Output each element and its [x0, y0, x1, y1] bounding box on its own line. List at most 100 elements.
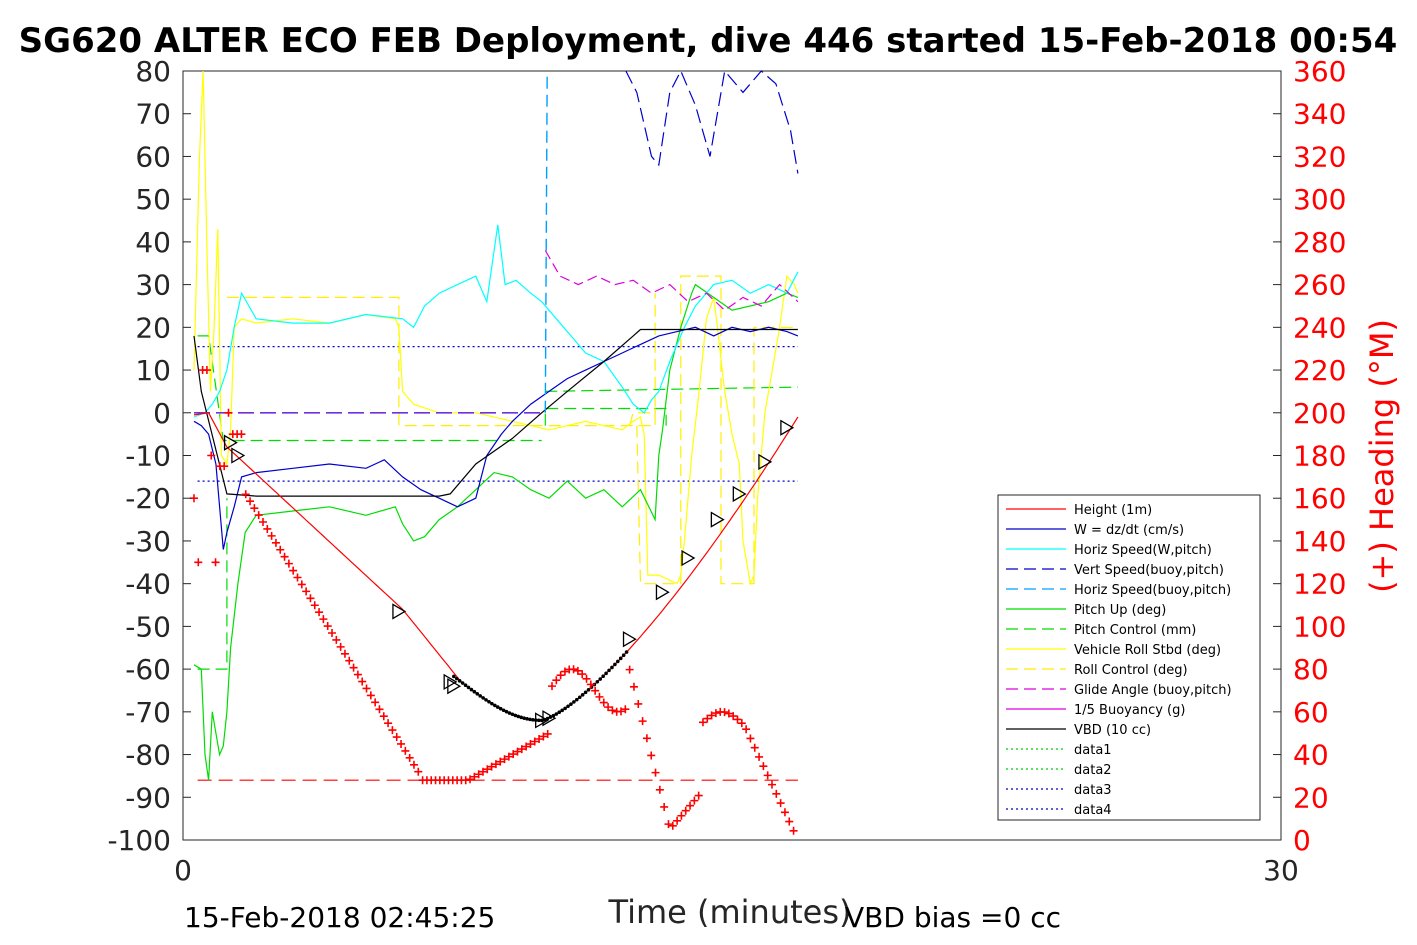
y-tick-label-right: 280 [1293, 226, 1346, 259]
vbd-dot [604, 671, 608, 676]
legend: Height (1m) W = dz/dt (cm/s) Horiz Speed(W… [997, 494, 1261, 821]
y-tick-label-right: 200 [1293, 397, 1346, 430]
heading-marker [651, 768, 660, 777]
heading-marker [353, 670, 362, 679]
heading-marker [625, 665, 634, 674]
vbd-dot [495, 705, 500, 709]
y-axis-label-right: (+) Heading (°M) [1363, 319, 1401, 593]
x-axis-label: Time (minutes) [608, 893, 852, 931]
heading-marker [194, 558, 203, 567]
heading-marker [586, 680, 595, 689]
vbd-dot [563, 706, 567, 711]
y-tick-label-right: 120 [1293, 568, 1346, 601]
vbd-dot [542, 717, 547, 722]
vbd-dot [557, 710, 562, 715]
heading-marker [694, 791, 703, 800]
footer-timestamp: 15-Feb-2018 02:45:25 [184, 901, 495, 934]
y-tick-label-left: -90 [125, 781, 171, 814]
vbd-dot [572, 700, 576, 704]
triangle-marker [443, 673, 458, 691]
y-tick-label-right: 40 [1293, 739, 1329, 772]
heading-marker [569, 665, 578, 674]
vbd-dot [534, 718, 538, 722]
heading-marker [414, 767, 423, 776]
heading-marker [573, 666, 582, 675]
vbd-dot [510, 712, 515, 717]
legend-label: data1 [1074, 743, 1112, 758]
heading-marker [543, 729, 552, 738]
vbd-dot [616, 659, 620, 664]
vbd-dot [490, 701, 494, 706]
heading-marker [388, 726, 397, 735]
heading-marker [703, 714, 712, 723]
vbd-dot [580, 693, 585, 697]
heading-marker [496, 757, 505, 766]
y-tick-label-right: 240 [1293, 311, 1346, 344]
heading-marker [258, 518, 267, 527]
vbd-dot [487, 699, 491, 704]
y-tick-label-left: 0 [153, 397, 171, 430]
heading-marker [349, 663, 358, 672]
heading-marker [608, 706, 617, 715]
legend-label: Pitch Control (mm) [1074, 623, 1196, 638]
heading-marker [310, 601, 319, 610]
footer-vbd-bias: VBD bias =0 cc [845, 901, 1061, 934]
y-tick-label-left: 10 [135, 354, 171, 387]
y-tick-label-left: -60 [125, 653, 171, 686]
legend-label: Glide Angle (buoy,pitch) [1074, 683, 1232, 698]
heading-marker [535, 734, 544, 743]
heading-marker [297, 580, 306, 589]
y-tick-label-left: -70 [125, 696, 171, 729]
vert-speed-buoy-line [625, 69, 799, 174]
y-tick-label-left: 30 [135, 269, 171, 302]
heading-marker [401, 746, 410, 755]
heading-marker [686, 801, 695, 810]
heading-marker [548, 682, 557, 691]
pitch-control-line [545, 386, 798, 392]
heading-marker [362, 684, 371, 693]
heading-marker [461, 776, 470, 785]
triangle-marker [758, 453, 773, 471]
triangle-marker [780, 419, 795, 436]
vbd-dot [501, 708, 506, 713]
y-tick-label-right: 80 [1293, 653, 1329, 686]
heading-marker [293, 573, 302, 582]
vbd-dot [484, 698, 488, 702]
x-tick-label: 0 [174, 854, 192, 887]
vbd-dot [624, 650, 629, 654]
y-tick-label-left: 60 [135, 140, 171, 173]
y-tick-label-left: -50 [125, 610, 171, 643]
heading-marker [315, 608, 324, 617]
heading-marker [271, 538, 280, 547]
x-tick-label: 30 [1263, 854, 1299, 887]
heading-marker [750, 743, 759, 752]
heading-marker [660, 802, 669, 811]
heading-marker [224, 408, 233, 417]
y-tick-label-left: 70 [135, 98, 171, 131]
vbd-dot [513, 713, 518, 718]
legend-label: Vehicle Roll Stbd (deg) [1074, 643, 1221, 658]
vbd-dot [598, 677, 603, 681]
heading-marker [345, 656, 354, 665]
y-tick-label-left: -10 [125, 440, 171, 473]
roll-control-line [628, 412, 656, 426]
vbd-dot [548, 715, 553, 719]
heading-marker [319, 615, 328, 624]
vbd-dot [522, 716, 526, 720]
vbd-dot [475, 692, 480, 696]
legend-label: Roll Control (deg) [1074, 663, 1188, 678]
vbd-dot [545, 716, 550, 721]
heading-marker [668, 821, 677, 830]
heading-marker [642, 734, 651, 743]
heading-marker [707, 711, 716, 720]
heading-marker [647, 751, 656, 760]
triangle-marker [447, 678, 462, 695]
heading-marker [241, 490, 250, 499]
heading-marker [681, 806, 690, 815]
heading-marker [302, 587, 311, 596]
vbd-dot [607, 668, 611, 673]
vbd-dot [536, 718, 541, 723]
y-tick-label-left: 50 [135, 183, 171, 216]
heading-marker [517, 745, 526, 754]
